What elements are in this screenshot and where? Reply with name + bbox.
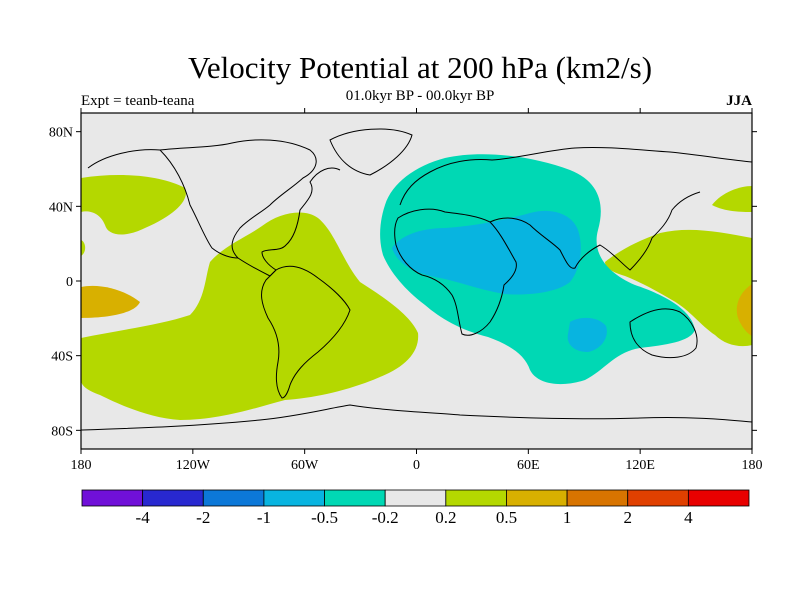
contour-negative-core-main (392, 210, 581, 295)
colorbar-swatch (142, 489, 204, 507)
colorbar-swatch (263, 489, 325, 507)
lat-tick-label: 40S (51, 350, 73, 365)
south-america-coast (261, 265, 351, 399)
colorbar-swatch (506, 489, 568, 507)
lon-tick-label: 60E (517, 458, 540, 473)
contour-fields (81, 154, 752, 420)
colorbar-label: 4 (684, 508, 693, 527)
greenland-coast (329, 128, 413, 176)
north-america-coast (87, 139, 341, 277)
colorbar-label: 0.2 (435, 508, 456, 527)
lon-tick-label: 0 (413, 458, 420, 473)
colorbar-swatch (566, 489, 629, 507)
experiment-label: Expt = teanb-teana (81, 93, 195, 109)
contour-positive-northeast (712, 186, 752, 212)
colorbar-label: -0.5 (311, 508, 338, 527)
contour-positive-americas (81, 212, 419, 420)
season-label: JJA (726, 93, 752, 109)
colorbar-label: 1 (563, 508, 572, 527)
lon-tick-label: 120E (625, 458, 655, 473)
colorbar-swatch (384, 489, 447, 507)
colorbar-label: 2 (623, 508, 632, 527)
colorbar-label: -0.2 (372, 508, 399, 527)
antarctica-coast (81, 404, 752, 431)
lon-tick-label: 60W (291, 458, 319, 473)
contour-positive-pacific-west-edge (81, 240, 86, 256)
plot-subtitle: 01.0kyr BP - 00.0kyr BP (345, 88, 495, 104)
africa-coast (394, 208, 517, 336)
colorbar-label: 0.5 (496, 508, 517, 527)
coastlines (81, 128, 752, 431)
colorbar-swatch (81, 489, 144, 507)
axis-ticks: 80N 40N 0 40S 80S 180 120W 60W 0 60E 120E 180 (49, 108, 763, 473)
colorbar-swatch (687, 489, 750, 507)
lon-tick-label: 120W (176, 458, 211, 473)
lat-tick-label: 80S (51, 424, 73, 439)
colorbar: -4 -2 -1 -0.5 -0.2 0.2 0.5 1 2 4 (81, 489, 750, 527)
contour-orange-west (81, 285, 140, 318)
australia-coast (629, 308, 698, 359)
colorbar-swatch (202, 489, 265, 507)
contour-positive-pacific-north (81, 175, 186, 235)
plot-title: Velocity Potential at 200 hPa (km2/s) (187, 50, 653, 85)
colorbar-swatch (627, 489, 689, 507)
contour-positive-east-asia (605, 229, 752, 347)
colorbar-label: -4 (136, 508, 151, 527)
colorbar-label: -2 (196, 508, 210, 527)
eurasia-coast (399, 146, 752, 271)
lat-tick-label: 40N (49, 200, 73, 215)
lat-tick-label: 80N (49, 126, 73, 141)
lon-tick-label: 180 (742, 458, 763, 473)
contour-negative-core-south (567, 317, 607, 352)
contour-orange-east (736, 284, 752, 336)
lat-tick-label: 0 (66, 275, 73, 290)
colorbar-label: -1 (257, 508, 271, 527)
colorbar-swatch (445, 489, 507, 507)
colorbar-swatch (324, 489, 386, 507)
lon-tick-label: 180 (71, 458, 92, 473)
